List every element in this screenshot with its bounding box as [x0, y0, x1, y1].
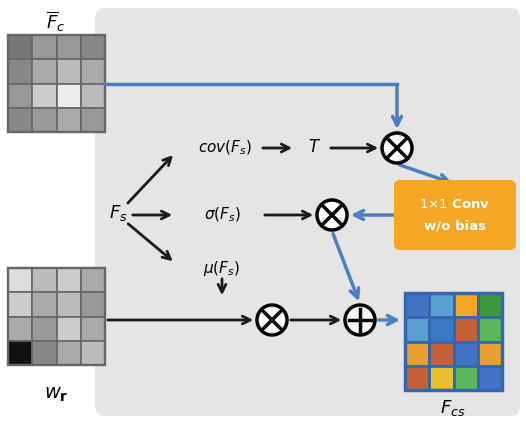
Bar — [32, 341, 56, 365]
Bar — [56, 59, 81, 83]
Circle shape — [317, 200, 347, 230]
Bar — [56, 268, 81, 292]
Text: $w_\mathbf{r}$: $w_\mathbf{r}$ — [44, 386, 68, 404]
Bar — [81, 268, 105, 292]
Bar — [8, 35, 105, 132]
Text: $1{\times}1$ Conv: $1{\times}1$ Conv — [419, 198, 491, 210]
Bar — [32, 83, 56, 108]
Text: $\sigma(F_s)$: $\sigma(F_s)$ — [204, 206, 240, 224]
Bar — [81, 108, 105, 132]
Bar — [8, 35, 32, 59]
Bar — [32, 268, 56, 292]
Bar — [8, 341, 32, 365]
Bar — [453, 317, 478, 342]
FancyBboxPatch shape — [394, 180, 516, 250]
Bar — [478, 317, 502, 342]
Text: $\mu(F_s)$: $\mu(F_s)$ — [204, 259, 240, 277]
FancyBboxPatch shape — [95, 8, 520, 416]
Circle shape — [345, 305, 375, 335]
Bar — [56, 35, 81, 59]
Bar — [429, 293, 453, 317]
Bar — [453, 342, 478, 366]
Bar — [429, 342, 453, 366]
Bar — [478, 293, 502, 317]
Bar — [405, 366, 429, 390]
Bar — [478, 366, 502, 390]
Bar — [56, 292, 81, 317]
Bar — [81, 35, 105, 59]
Text: w/o bias: w/o bias — [424, 219, 486, 233]
Bar — [81, 83, 105, 108]
Bar — [32, 59, 56, 83]
Bar — [453, 293, 478, 317]
Bar — [32, 35, 56, 59]
Bar — [56, 341, 81, 365]
Bar — [56, 83, 81, 108]
Bar — [429, 317, 453, 342]
Bar — [405, 317, 429, 342]
Bar — [453, 366, 478, 390]
Bar — [56, 108, 81, 132]
Bar — [81, 59, 105, 83]
Bar — [81, 317, 105, 341]
Bar — [81, 341, 105, 365]
Text: $F_{cs}$: $F_{cs}$ — [440, 398, 466, 418]
Bar — [429, 366, 453, 390]
Bar — [32, 292, 56, 317]
Text: $T$: $T$ — [308, 139, 321, 156]
Bar — [8, 83, 32, 108]
Bar — [32, 317, 56, 341]
Bar — [405, 293, 429, 317]
Text: $\overline{F}_c$: $\overline{F}_c$ — [46, 10, 66, 34]
Bar — [8, 59, 32, 83]
Circle shape — [382, 133, 412, 163]
Text: $cov(F_s)$: $cov(F_s)$ — [198, 139, 252, 157]
Bar — [8, 268, 105, 365]
Bar — [8, 108, 32, 132]
Bar — [8, 268, 32, 292]
Text: $F_s$: $F_s$ — [109, 203, 127, 223]
Bar — [8, 317, 32, 341]
Bar — [478, 342, 502, 366]
Circle shape — [257, 305, 287, 335]
Bar — [405, 293, 502, 390]
Bar — [32, 108, 56, 132]
Bar — [56, 317, 81, 341]
Bar — [405, 342, 429, 366]
Bar — [8, 292, 32, 317]
Bar — [81, 292, 105, 317]
